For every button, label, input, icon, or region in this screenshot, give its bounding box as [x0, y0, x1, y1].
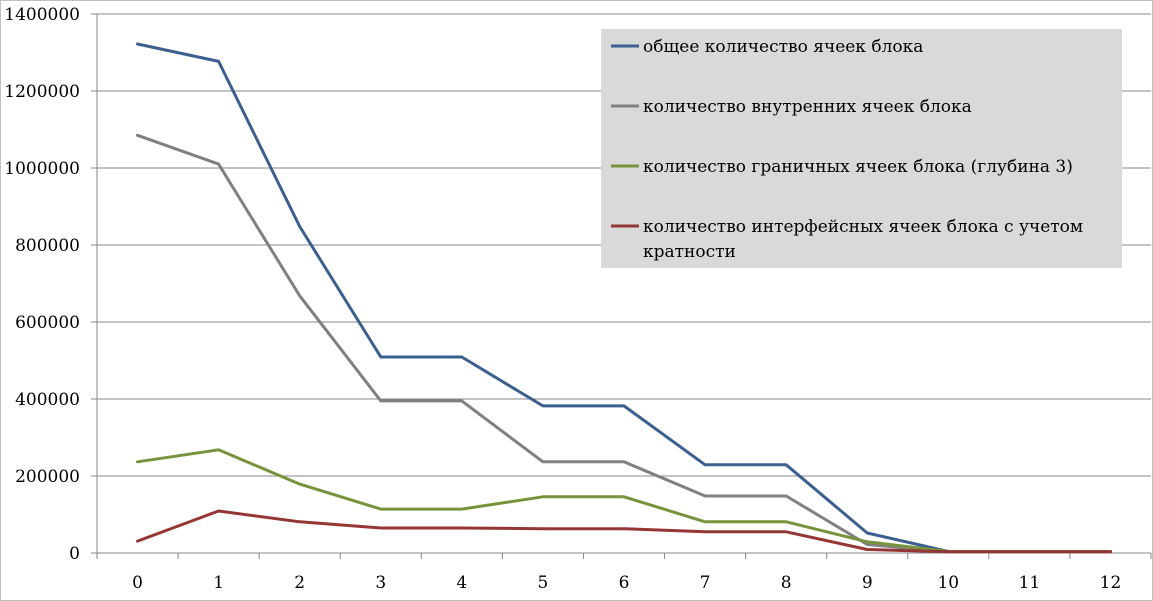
legend-label-0: общее количество ячеек блока: [643, 37, 923, 57]
x-tick-label-11: 11: [1019, 573, 1041, 593]
x-tick-label-4: 4: [456, 573, 467, 593]
x-tick-label-9: 9: [862, 573, 873, 593]
x-tick-label-3: 3: [375, 573, 386, 593]
x-tick-label-7: 7: [700, 573, 711, 593]
x-tick-label-0: 0: [132, 573, 143, 593]
y-tick-label-3: 600000: [15, 313, 80, 333]
x-tick-label-10: 10: [937, 573, 959, 593]
y-tick-label-6: 1200000: [4, 82, 80, 102]
x-tick-label-5: 5: [538, 573, 549, 593]
legend-box: [601, 29, 1122, 268]
y-tick-label-4: 800000: [15, 236, 80, 256]
x-tick-label-8: 8: [781, 573, 792, 593]
y-tick-label-2: 400000: [15, 390, 80, 410]
y-tick-label-1: 200000: [15, 467, 80, 487]
y-tick-label-0: 0: [69, 544, 80, 564]
y-tick-label-5: 1000000: [4, 159, 80, 179]
legend-label-1: количество внутренних ячеек блока: [643, 97, 972, 117]
x-tick-label-1: 1: [213, 573, 224, 593]
x-tick-label-2: 2: [294, 573, 305, 593]
legend-label-3-line-0: количество интерфейсных ячеек блока с уч…: [643, 217, 1083, 237]
x-tick-label-6: 6: [619, 573, 630, 593]
series-line-2: [136, 448, 1112, 553]
y-tick-label-7: 1400000: [4, 5, 80, 25]
legend-label-2: количество граничных ячеек блока (глубин…: [643, 157, 1073, 177]
x-tick-label-12: 12: [1100, 573, 1122, 593]
legend-label-3-line-1: кратности: [643, 242, 736, 262]
series-line-3: [136, 509, 1112, 554]
